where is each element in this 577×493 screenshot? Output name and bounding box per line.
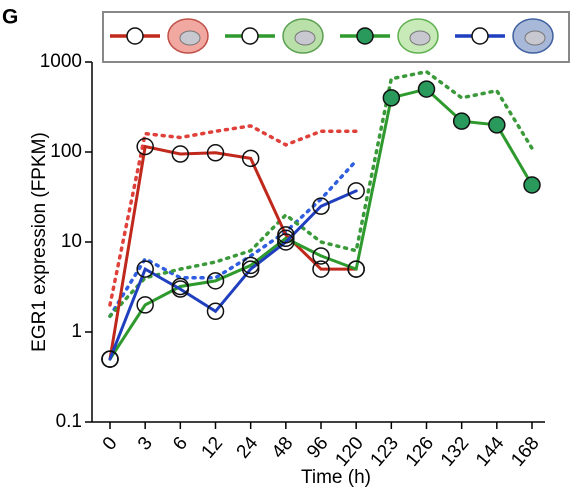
x-tick-label: 3 <box>134 433 157 455</box>
data-point <box>347 260 365 278</box>
series-connector <box>354 96 393 271</box>
y-tick-label: 100 <box>50 141 82 162</box>
x-tick-label: 24 <box>233 433 263 463</box>
panel-label: G <box>2 6 18 29</box>
x-tick-label: 144 <box>472 433 509 471</box>
data-point <box>312 260 330 278</box>
x-tick-label: 123 <box>367 433 403 471</box>
x-tick-label: 0 <box>99 433 122 455</box>
legend-marker <box>241 27 259 45</box>
legend-icon-nucleus <box>409 30 431 46</box>
data-point <box>206 272 225 290</box>
legend-icon-nucleus <box>179 30 201 46</box>
x-tick-label: 12 <box>197 433 227 463</box>
data-point <box>241 260 260 278</box>
data-point <box>452 112 471 130</box>
dotted-line <box>108 124 358 307</box>
data-point <box>277 229 295 248</box>
data-point <box>136 137 154 156</box>
y-tick-label: 1000 <box>40 51 82 72</box>
data-point <box>312 247 330 265</box>
dotted-line <box>108 158 358 318</box>
series-line <box>108 236 358 361</box>
data-point <box>136 260 154 278</box>
x-tick-label: 96 <box>303 433 333 463</box>
y-tick-label: 1 <box>71 321 82 342</box>
data-point <box>347 182 365 200</box>
dotted-line <box>108 69 534 318</box>
legend-icon-nucleus <box>524 30 546 46</box>
legend-icon-nucleus <box>294 30 316 46</box>
x-tick-label: 48 <box>268 433 298 463</box>
x-tick-label: 168 <box>507 433 543 471</box>
data-point <box>241 256 260 275</box>
y-tick-label: 10 <box>61 231 82 252</box>
x-axis-label: Time (h) <box>301 467 371 488</box>
x-tick-label: 120 <box>331 433 367 471</box>
legend-marker <box>471 27 489 45</box>
y-tick-label: 0.1 <box>56 411 82 432</box>
data-point <box>417 80 436 98</box>
data-point <box>382 89 401 107</box>
data-point <box>277 233 295 251</box>
data-point <box>206 144 225 162</box>
x-tick-label: 126 <box>402 433 438 471</box>
data-point <box>171 280 190 298</box>
data-point <box>488 116 506 134</box>
legend-marker <box>356 27 374 45</box>
data-point <box>241 149 260 168</box>
y-axis-label: EGR1 expression (FPKM) <box>29 132 50 352</box>
legend-marker <box>126 27 144 45</box>
data-point <box>523 176 541 194</box>
series-line <box>108 189 358 361</box>
x-tick-label: 132 <box>437 433 473 471</box>
series-line <box>108 144 358 361</box>
data-point <box>312 197 330 215</box>
x-tick-label: 6 <box>169 433 192 455</box>
data-point <box>206 302 225 321</box>
series-line <box>389 87 534 187</box>
data-point <box>136 296 154 314</box>
data-point <box>171 145 190 163</box>
data-point <box>101 350 119 368</box>
